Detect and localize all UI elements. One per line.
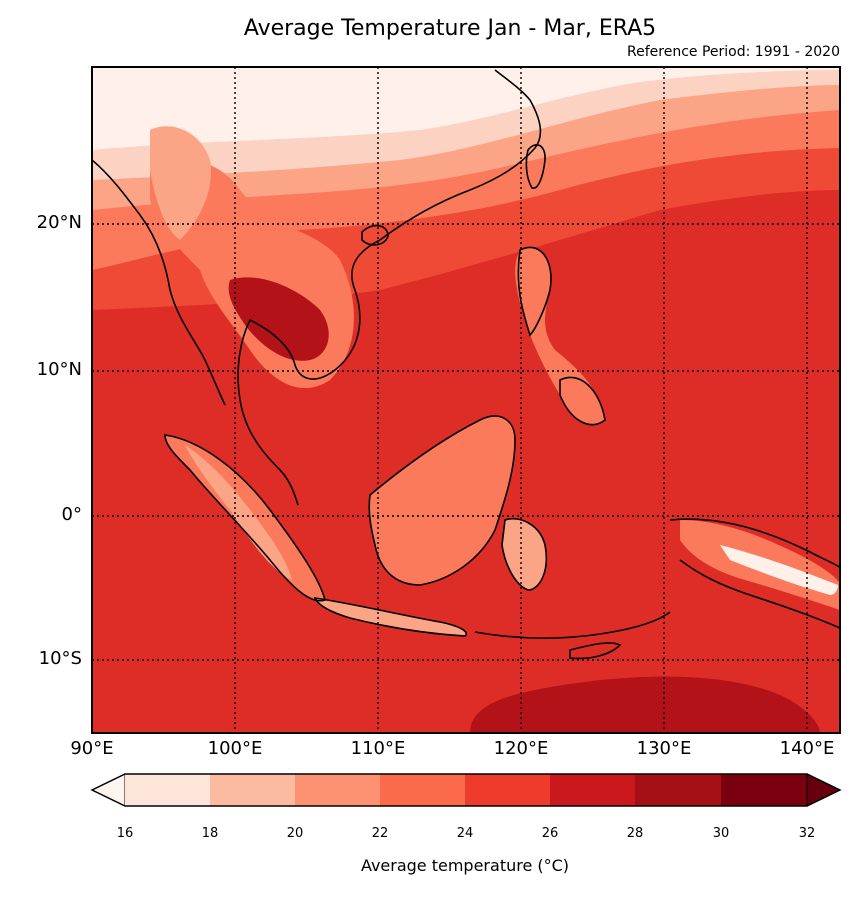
lat-label-10s: 10°S	[38, 648, 82, 669]
colorbar-segment-18-20	[210, 774, 295, 806]
sumatra-coast	[164, 434, 326, 602]
colorbar-tick-32: 32	[798, 826, 816, 841]
java-coast	[313, 596, 467, 637]
colorbar-segment-28-30	[635, 774, 721, 806]
java-land	[315, 598, 467, 636]
lon-label-100e: 100°E	[207, 738, 263, 759]
colorbar-tick-22: 22	[371, 826, 389, 841]
temperature-field	[92, 67, 840, 733]
lon-label-110e: 110°E	[350, 738, 406, 759]
newguinea-cold	[720, 545, 838, 595]
myanmar-cool	[150, 126, 211, 240]
colorbar-tick-24: 24	[456, 826, 474, 841]
timor-coast	[569, 642, 622, 660]
hainan-island	[361, 224, 389, 246]
reference-period: Reference Period: 1991 - 2020	[627, 44, 840, 60]
colorbar-segment-24-26	[465, 774, 550, 806]
borneo-land	[369, 416, 515, 585]
colorbar-tick-28: 28	[626, 826, 644, 841]
lat-label-10n: 10°N	[36, 359, 82, 380]
indochina-coast	[237, 239, 381, 506]
indochina-hot	[228, 277, 329, 361]
sunda-coast	[474, 611, 671, 640]
borneo-coast	[368, 415, 516, 586]
china-coast	[379, 69, 542, 241]
colorbar-tick-20: 20	[286, 826, 304, 841]
newguinea-coast	[669, 518, 840, 629]
sulawesi-land	[502, 518, 547, 590]
lon-label-90e: 90°E	[70, 738, 114, 759]
colorbar-tick-30: 30	[712, 826, 730, 841]
colorbar-segment-30-32	[721, 774, 807, 806]
map-frame	[91, 66, 841, 734]
colorbar-segment-26-28	[550, 774, 635, 806]
lon-label-120e: 120°E	[493, 738, 549, 759]
lon-label-140e: 140°E	[779, 738, 835, 759]
colorbar-tick-16: 16	[116, 826, 134, 841]
colorbar	[90, 773, 842, 807]
luzon-coast	[517, 246, 552, 337]
band-cold	[92, 67, 840, 150]
coastlines	[92, 69, 840, 660]
colorbar-segment-16-18	[125, 774, 210, 806]
colorbar-segment-22-24	[380, 774, 465, 806]
colorbar-tick-26: 26	[541, 826, 559, 841]
myanmar-coast	[92, 159, 226, 406]
graticule	[92, 67, 840, 733]
colorbar-title: Average temperature (°C)	[360, 856, 570, 875]
colorbar-extend-high	[806, 773, 842, 807]
colorbar-segment-20-22	[295, 774, 380, 806]
lon-label-130e: 130°E	[636, 738, 692, 759]
colorbar-tick-18: 18	[201, 826, 219, 841]
colorbar-outline	[90, 773, 842, 807]
taiwan-island	[525, 144, 546, 189]
philippines-land	[515, 247, 605, 424]
sulawesi-coast	[501, 518, 547, 591]
sumatra-cool	[185, 445, 292, 580]
mindanao-coast	[559, 376, 606, 426]
map-title: Average Temperature Jan - Mar, ERA5	[243, 16, 657, 41]
colorbar-extend-low	[90, 773, 126, 807]
lat-label-0: 0°	[61, 504, 82, 525]
lat-label-20n: 20°N	[36, 212, 82, 233]
band-28-30	[470, 676, 820, 733]
